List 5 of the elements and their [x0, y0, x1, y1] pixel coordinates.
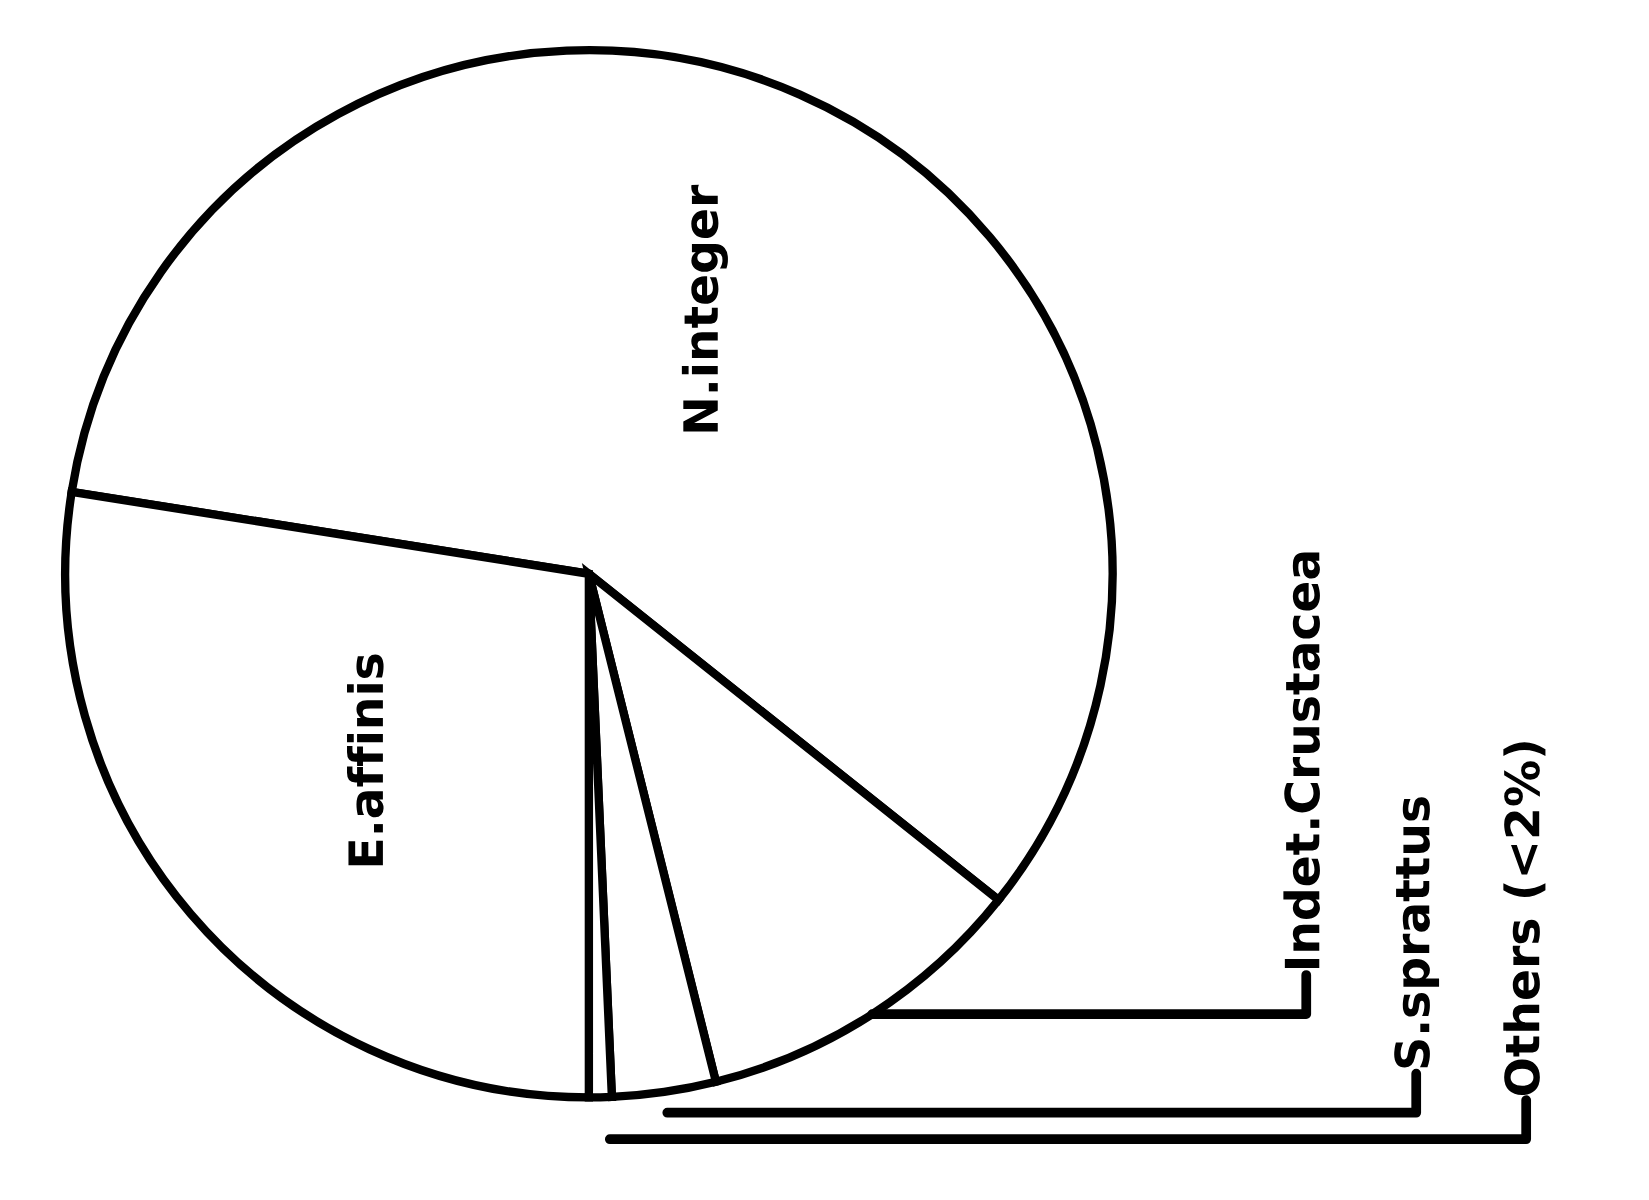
slice-label: Indet.Crustacea	[1283, 552, 1320, 968]
slice-label: Others (<2%)	[1503, 742, 1546, 1095]
slice-label: S.sprattus	[1394, 797, 1440, 1068]
slice-label: E.affinis	[347, 654, 384, 866]
slice-label: N.integer	[681, 184, 728, 432]
